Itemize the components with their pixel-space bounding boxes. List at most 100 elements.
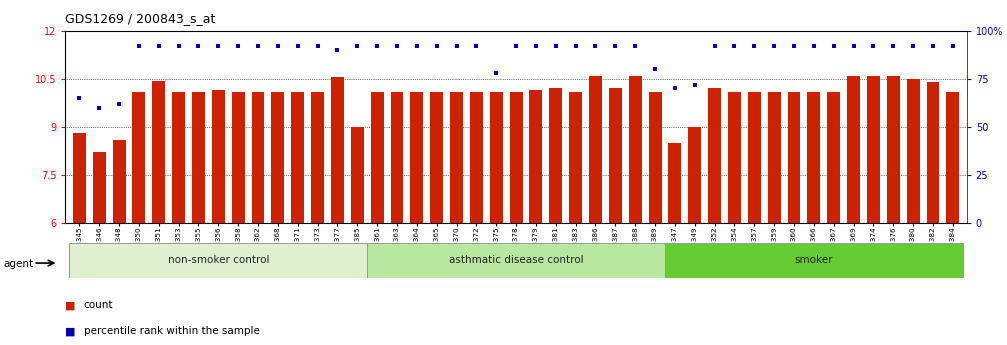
Point (687, 82, 703, 87)
Bar (510, 92, 523, 223)
Bar (828, 92, 840, 223)
Bar (489, 92, 502, 223)
Bar (569, 92, 582, 223)
Bar (311, 92, 324, 223)
Text: percentile rank within the sample: percentile rank within the sample (84, 326, 260, 336)
Point (646, 67, 663, 72)
Text: agent: agent (3, 259, 33, 269)
Bar (867, 76, 880, 223)
Point (707, 43, 723, 49)
Point (528, 43, 544, 49)
Point (488, 70, 505, 76)
Bar (450, 92, 463, 223)
Point (290, 43, 306, 49)
Bar (252, 92, 265, 223)
Bar (350, 127, 364, 223)
Bar (470, 92, 482, 223)
Point (190, 43, 206, 49)
Bar (192, 92, 204, 223)
Bar (609, 89, 621, 223)
Point (250, 43, 266, 49)
Text: asthmatic disease control: asthmatic disease control (449, 256, 583, 265)
Point (349, 43, 366, 49)
Bar (69, 243, 368, 278)
Bar (649, 92, 662, 223)
Text: non-smoker control: non-smoker control (167, 256, 269, 265)
Bar (708, 89, 721, 223)
Bar (669, 143, 682, 223)
Point (746, 43, 762, 49)
Bar (411, 92, 423, 223)
Point (905, 43, 921, 49)
Bar (73, 133, 86, 223)
Text: count: count (84, 300, 113, 310)
Point (71, 95, 88, 101)
Text: GDS1269 / 200843_s_at: GDS1269 / 200843_s_at (65, 12, 215, 25)
Bar (887, 76, 899, 223)
Bar (906, 79, 919, 223)
Point (92, 105, 108, 110)
Text: ■: ■ (65, 326, 76, 336)
Point (785, 43, 802, 49)
Bar (291, 92, 304, 223)
Point (448, 43, 464, 49)
Bar (113, 139, 126, 223)
Point (667, 86, 683, 91)
Point (170, 43, 186, 49)
Bar (272, 92, 284, 223)
Point (726, 43, 742, 49)
Bar (947, 92, 960, 223)
Text: smoker: smoker (795, 256, 833, 265)
Point (151, 43, 167, 49)
Bar (172, 92, 185, 223)
Bar (926, 82, 940, 223)
Bar (589, 76, 602, 223)
Point (111, 101, 127, 107)
Bar (767, 92, 780, 223)
Point (131, 43, 147, 49)
Point (568, 43, 584, 49)
Point (270, 43, 286, 49)
Point (846, 43, 862, 49)
Point (370, 43, 386, 49)
Bar (550, 89, 562, 223)
Point (826, 43, 842, 49)
Bar (368, 243, 665, 278)
Bar (331, 77, 343, 223)
Point (806, 43, 822, 49)
Point (231, 43, 247, 49)
Point (309, 43, 325, 49)
Point (468, 43, 484, 49)
Point (945, 43, 961, 49)
Point (885, 43, 901, 49)
Point (924, 43, 941, 49)
Point (865, 43, 881, 49)
Bar (748, 92, 760, 223)
Point (508, 43, 524, 49)
Point (548, 43, 564, 49)
Point (587, 43, 603, 49)
Bar (628, 76, 641, 223)
Bar (787, 92, 801, 223)
Point (389, 43, 405, 49)
Bar (93, 152, 106, 223)
Bar (133, 92, 145, 223)
Point (607, 43, 623, 49)
Bar (847, 76, 860, 223)
Point (627, 43, 643, 49)
Point (329, 47, 345, 53)
Bar (430, 92, 443, 223)
Point (210, 43, 227, 49)
Bar (530, 90, 543, 223)
Bar (211, 90, 225, 223)
Bar (808, 92, 821, 223)
Bar (689, 127, 701, 223)
Bar (232, 92, 245, 223)
Point (766, 43, 782, 49)
Bar (371, 92, 384, 223)
Text: ■: ■ (65, 300, 76, 310)
Point (409, 43, 425, 49)
Point (429, 43, 445, 49)
Bar (152, 80, 165, 223)
Bar (665, 243, 963, 278)
